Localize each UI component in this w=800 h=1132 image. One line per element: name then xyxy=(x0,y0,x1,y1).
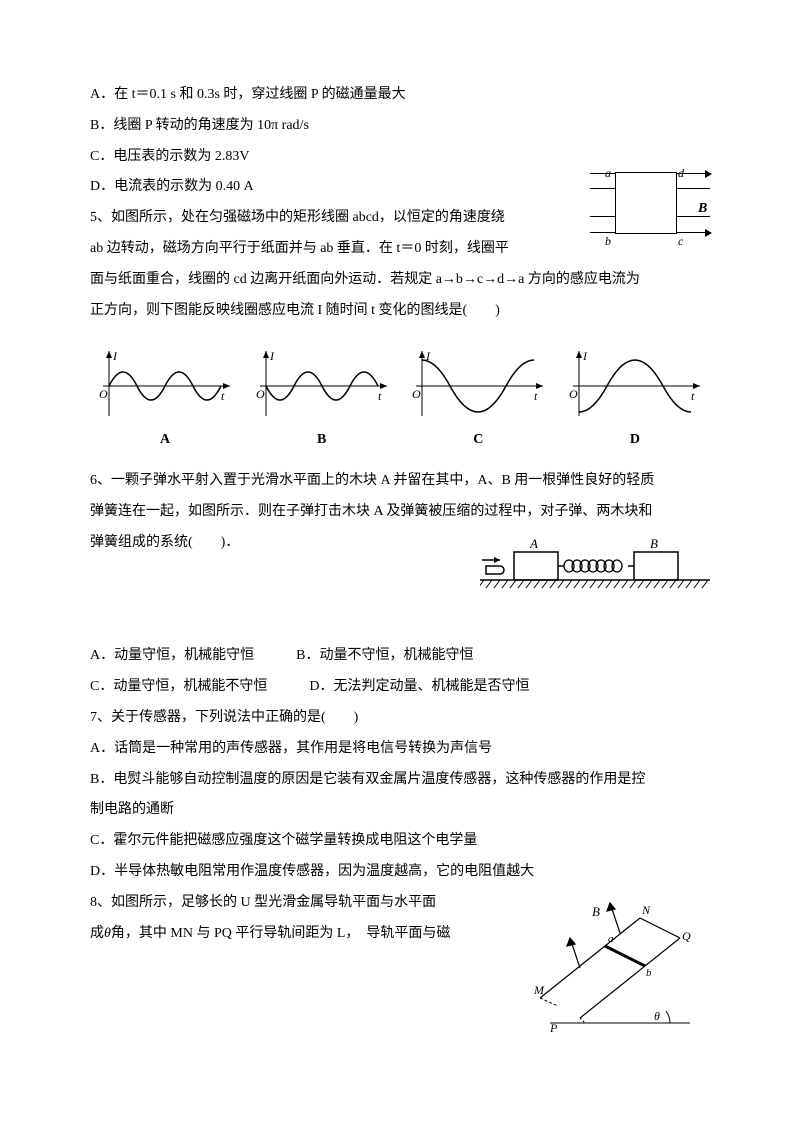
q6-spring-diagram: A B xyxy=(480,538,710,611)
q4-opt-a: A．在 t＝0.1 s 和 0.3s 时，穿过线圈 P 的磁通量最大 xyxy=(90,80,710,111)
q8-stem-2a: 成 xyxy=(90,926,104,941)
lbl-a: a xyxy=(605,160,611,186)
q7-B2: 制电路的通断 xyxy=(90,795,710,826)
svg-text:P: P xyxy=(549,1021,558,1035)
q8-rails-diagram: θ B M N P Q a b xyxy=(510,898,710,1051)
q8-stem-2b: 角，其中 MN 与 PQ 平行导轨间距为 L， 导轨平面与磁 xyxy=(111,926,451,941)
svg-text:B: B xyxy=(592,904,600,919)
q7-C: C．霍尔元件能把磁感应强度这个磁学量转换成电阻这个电学量 xyxy=(90,826,710,857)
q6-opts-2: C．动量守恒，机械能不守恒 D．无法判定动量、机械能是否守恒 xyxy=(90,672,710,703)
lbl-c: c xyxy=(678,228,683,254)
svg-text:I: I xyxy=(269,349,275,363)
q7-stem: 7、关于传感器，下列说法中正确的是( ) xyxy=(90,703,710,734)
svg-text:t: t xyxy=(378,389,382,403)
q5-graphs-row: I t O A I t O B I t O xyxy=(90,346,710,456)
q7-B1: B．电熨斗能够自动控制温度的原因是它装有双金属片温度传感器，这种传感器的作用是控 xyxy=(90,765,710,796)
q5-stem-4: 正方向，则下图能反映线圈感应电流 I 随时间 t 变化的图线是( ) xyxy=(90,296,710,327)
graph-D-label: D xyxy=(560,425,710,456)
q5-coil-diagram: a d b c B xyxy=(590,162,710,252)
lbl-b: b xyxy=(605,228,611,254)
graph-A: I t O A xyxy=(90,346,240,456)
graph-C-label: C xyxy=(403,425,553,456)
svg-text:a: a xyxy=(608,933,614,945)
svg-text:M: M xyxy=(533,983,545,997)
graph-B: I t O B xyxy=(247,346,397,456)
svg-text:O: O xyxy=(412,387,421,401)
lbl-d: d xyxy=(678,160,684,186)
svg-text:A: A xyxy=(529,538,538,551)
svg-text:Q: Q xyxy=(682,929,691,943)
q6-stem-2: 弹簧连在一起，如图所示．则在子弹打击木块 A 及弹簧被压缩的过程中，对子弹、两木… xyxy=(90,497,710,528)
svg-text:B: B xyxy=(650,538,658,551)
graph-C: I t O C xyxy=(403,346,553,456)
q6-stem-1: 6、一颗子弹水平射入置于光滑水平面上的木块 A 并留在其中，A、B 用一根弹性良… xyxy=(90,466,710,497)
q6-opts-1: A．动量守恒，机械能守恒 B．动量不守恒，机械能守恒 xyxy=(90,641,710,672)
svg-text:t: t xyxy=(534,389,538,403)
svg-text:I: I xyxy=(582,349,588,363)
lbl-B: B xyxy=(698,194,707,225)
q4-opt-b: B．线圈 P 转动的角速度为 10π rad/s xyxy=(90,111,710,142)
q7-D: D．半导体热敏电阻常用作温度传感器，因为温度越高，它的电阻值越大 xyxy=(90,857,710,888)
svg-text:O: O xyxy=(99,387,108,401)
q7-A: A．话筒是一种常用的声传感器，其作用是将电信号转换为声信号 xyxy=(90,734,710,765)
graph-D: I t O D xyxy=(560,346,710,456)
graph-B-label: B xyxy=(247,425,397,456)
svg-text:O: O xyxy=(569,387,578,401)
svg-text:I: I xyxy=(112,349,118,363)
svg-text:N: N xyxy=(641,903,651,917)
q5-stem-3: 面与纸面重合，线圈的 cd 边离开纸面向外运动．若规定 a→b→c→d→a 方向… xyxy=(90,265,710,296)
graph-A-label: A xyxy=(90,425,240,456)
svg-text:θ: θ xyxy=(654,1009,660,1023)
svg-text:t: t xyxy=(691,389,695,403)
svg-text:b: b xyxy=(646,967,652,979)
svg-text:t: t xyxy=(221,389,225,403)
theta-symbol: θ xyxy=(104,926,111,941)
svg-text:O: O xyxy=(256,387,265,401)
